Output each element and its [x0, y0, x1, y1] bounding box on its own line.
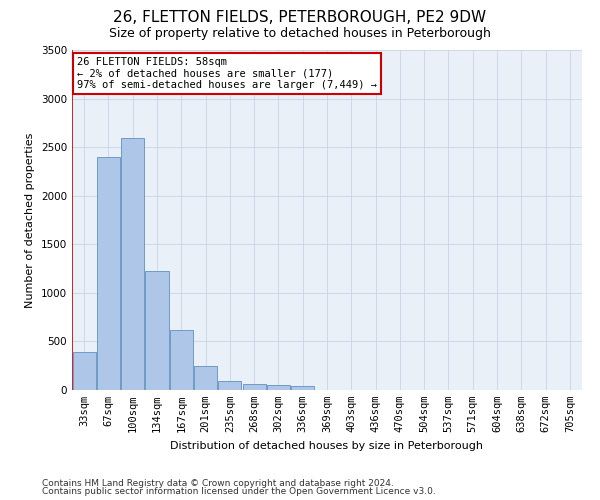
Text: Size of property relative to detached houses in Peterborough: Size of property relative to detached ho… — [109, 28, 491, 40]
Bar — [218, 381, 241, 390]
X-axis label: Distribution of detached houses by size in Peterborough: Distribution of detached houses by size … — [170, 440, 484, 450]
Bar — [73, 352, 95, 390]
Y-axis label: Number of detached properties: Number of detached properties — [25, 132, 35, 308]
Bar — [242, 384, 266, 390]
Text: Contains public sector information licensed under the Open Government Licence v3: Contains public sector information licen… — [42, 487, 436, 496]
Text: 26, FLETTON FIELDS, PETERBOROUGH, PE2 9DW: 26, FLETTON FIELDS, PETERBOROUGH, PE2 9D… — [113, 10, 487, 25]
Bar — [267, 384, 290, 390]
Bar — [97, 157, 120, 390]
Text: Contains HM Land Registry data © Crown copyright and database right 2024.: Contains HM Land Registry data © Crown c… — [42, 478, 394, 488]
Text: 26 FLETTON FIELDS: 58sqm
← 2% of detached houses are smaller (177)
97% of semi-d: 26 FLETTON FIELDS: 58sqm ← 2% of detache… — [77, 57, 377, 90]
Bar — [291, 386, 314, 390]
Bar — [194, 366, 217, 390]
Bar — [121, 138, 144, 390]
Bar — [145, 272, 169, 390]
Bar — [170, 330, 193, 390]
